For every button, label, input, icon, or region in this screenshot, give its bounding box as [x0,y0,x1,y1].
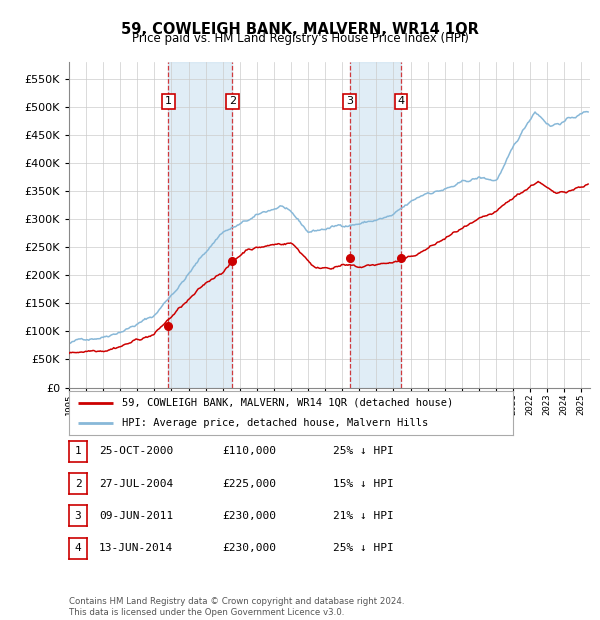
Text: HPI: Average price, detached house, Malvern Hills: HPI: Average price, detached house, Malv… [122,418,428,428]
Text: Price paid vs. HM Land Registry's House Price Index (HPI): Price paid vs. HM Land Registry's House … [131,32,469,45]
Text: £110,000: £110,000 [222,446,276,456]
Text: 1: 1 [74,446,82,456]
Text: 1: 1 [165,96,172,106]
Text: 25% ↓ HPI: 25% ↓ HPI [333,446,394,456]
Text: 3: 3 [346,96,353,106]
Text: 4: 4 [74,543,82,553]
Text: 13-JUN-2014: 13-JUN-2014 [99,543,173,553]
Text: Contains HM Land Registry data © Crown copyright and database right 2024.
This d: Contains HM Land Registry data © Crown c… [69,598,404,617]
Text: 59, COWLEIGH BANK, MALVERN, WR14 1QR (detached house): 59, COWLEIGH BANK, MALVERN, WR14 1QR (de… [122,397,454,408]
Text: 3: 3 [74,511,82,521]
Text: 21% ↓ HPI: 21% ↓ HPI [333,511,394,521]
Text: 15% ↓ HPI: 15% ↓ HPI [333,479,394,489]
Text: 25-OCT-2000: 25-OCT-2000 [99,446,173,456]
Bar [169,62,232,388]
Text: £230,000: £230,000 [222,543,276,553]
Text: 59, COWLEIGH BANK, MALVERN, WR14 1QR: 59, COWLEIGH BANK, MALVERN, WR14 1QR [121,22,479,37]
Text: 25% ↓ HPI: 25% ↓ HPI [333,543,394,553]
Text: 27-JUL-2004: 27-JUL-2004 [99,479,173,489]
Text: £230,000: £230,000 [222,511,276,521]
Text: 2: 2 [229,96,236,106]
Text: 4: 4 [398,96,404,106]
Text: 2: 2 [74,479,82,489]
Bar [350,62,401,388]
Text: £225,000: £225,000 [222,479,276,489]
Text: 09-JUN-2011: 09-JUN-2011 [99,511,173,521]
